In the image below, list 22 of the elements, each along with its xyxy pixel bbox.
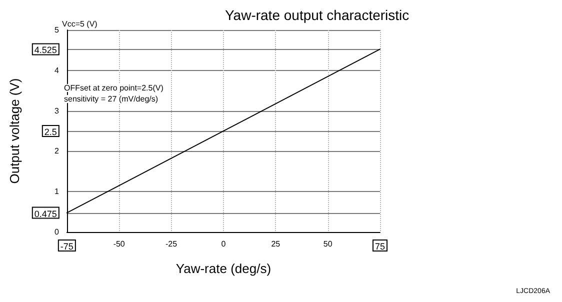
- y-tick-label: 0.475: [34, 208, 57, 219]
- y-tick-label: 5: [54, 26, 60, 34]
- y-axis-title: Output voltage (V): [7, 78, 22, 184]
- annotation: OFFset at zero point=2.5(V): [64, 84, 164, 92]
- text: Vcc=5 (V): [62, 20, 98, 28]
- y-tick-label: 1: [54, 187, 60, 196]
- y-tick-label: 2.5: [44, 127, 57, 137]
- y-tick-label: 2: [54, 146, 60, 156]
- x-tick-label: -50: [113, 240, 126, 248]
- annotation: sensitivity = 27 (mV/deg/s): [64, 94, 158, 104]
- x-tick-label: -25: [166, 240, 178, 248]
- chart-title: Yaw-rate output characteristic: [225, 7, 410, 23]
- x-axis-title: Yaw-rate (deg/s): [176, 261, 272, 276]
- y-tick-label: 3: [54, 106, 60, 116]
- x-tick-label: 0: [221, 240, 226, 248]
- x-tick-label: 75: [374, 242, 386, 252]
- y-tick-label: 4.525: [34, 45, 57, 56]
- x-tick-label: 25: [271, 240, 281, 248]
- y-tick-label: 0: [54, 228, 60, 236]
- x-tick-label: 50: [323, 240, 333, 248]
- x-tick-label: -75: [60, 242, 74, 252]
- y-tick-label: 4: [54, 66, 60, 75]
